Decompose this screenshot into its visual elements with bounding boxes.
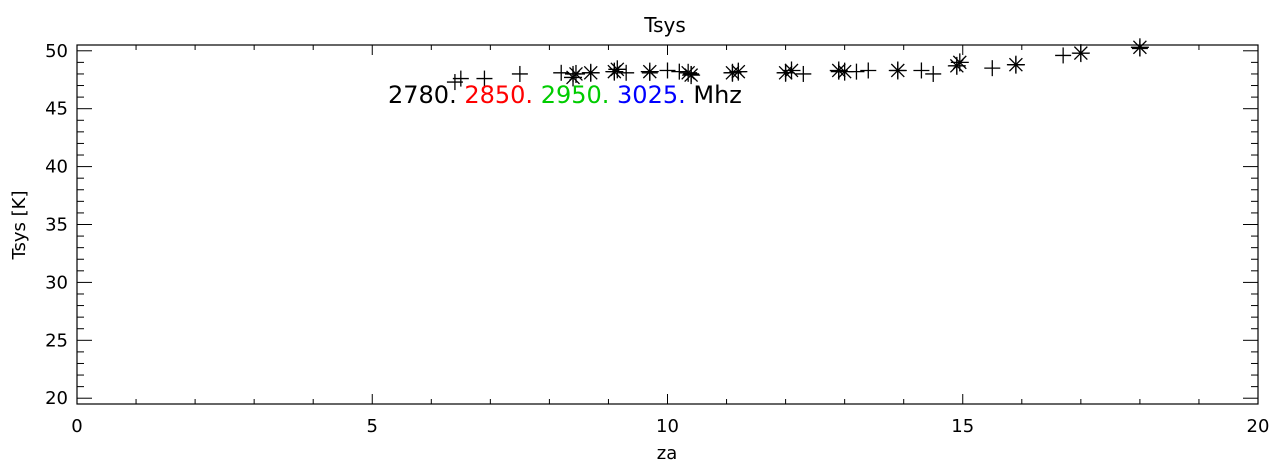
asterisk-point [1006, 55, 1025, 74]
marker-stroke [831, 63, 846, 78]
marker-stroke [1008, 57, 1023, 72]
asterisk-point [729, 62, 748, 81]
axis-tick-labels: 0 5 10 15 20 20 25 30 35 40 45 50 [45, 41, 1269, 437]
asterisk-point [640, 62, 659, 81]
plus-point [553, 64, 570, 81]
x-tick-label: 15 [951, 416, 974, 437]
marker-stroke [890, 63, 905, 78]
plus-point [984, 60, 1001, 77]
marker-stroke [731, 64, 746, 79]
asterisk-point [682, 66, 701, 85]
marker-stroke [1073, 46, 1088, 61]
legend-text: 2780. 2850. 2950. 3025. Mhz [388, 81, 742, 109]
y-tick-label: 50 [45, 41, 68, 62]
asterisk-point [1130, 38, 1149, 57]
legend-entry: 3025. [609, 81, 685, 109]
marker-stroke [583, 65, 598, 80]
y-tick-label: 35 [45, 215, 68, 236]
legend-entry: 2850. [457, 81, 533, 109]
plus-point [671, 63, 688, 80]
marker-stroke [784, 63, 799, 78]
marker-stroke [569, 67, 583, 81]
asterisk-point [581, 63, 600, 82]
marker-stroke [684, 68, 699, 83]
marker-stroke [837, 64, 852, 79]
asterisk-point [950, 53, 969, 72]
y-axis-label: Tsys [K] [9, 191, 30, 261]
data-points [446, 38, 1149, 91]
plus-point [925, 65, 942, 82]
legend-suffix: Mhz [686, 81, 742, 109]
plus-point [860, 62, 877, 79]
plus-point [913, 62, 930, 79]
asterisk-point [835, 62, 854, 81]
x-axis-label: za [657, 443, 677, 464]
plus-point [452, 70, 469, 87]
marker-stroke [642, 64, 657, 79]
x-tick-label: 5 [367, 416, 378, 437]
plus-point [511, 65, 528, 82]
y-tick-label: 45 [45, 99, 68, 120]
asterisk-point [566, 64, 585, 83]
x-tick-label: 0 [71, 416, 82, 437]
asterisk-point [888, 61, 907, 80]
plus-point [659, 62, 676, 79]
marker-stroke [952, 55, 967, 70]
x-tick-label: 10 [656, 416, 679, 437]
plus-point [476, 70, 493, 87]
asterisk-point [782, 61, 801, 80]
y-tick-label: 30 [45, 272, 68, 293]
plus-point [795, 65, 812, 82]
y-tick-label: 25 [45, 330, 68, 351]
asterisk-point [608, 60, 627, 79]
legend-entry: 2780. [388, 81, 457, 109]
marker-stroke [610, 62, 625, 77]
y-tick-label: 20 [45, 388, 68, 409]
asterisk-point [1071, 44, 1090, 63]
marker-stroke [1132, 40, 1147, 55]
y-tick-label: 40 [45, 157, 68, 178]
plus-point [1055, 47, 1072, 64]
chart-title: Tsys [643, 13, 686, 37]
frequency-legend: 2780. 2850. 2950. 3025. Mhz [388, 81, 742, 109]
x-tick-label: 20 [1247, 416, 1270, 437]
marker-stroke [725, 65, 740, 80]
legend-entry: 2950. [533, 81, 609, 109]
